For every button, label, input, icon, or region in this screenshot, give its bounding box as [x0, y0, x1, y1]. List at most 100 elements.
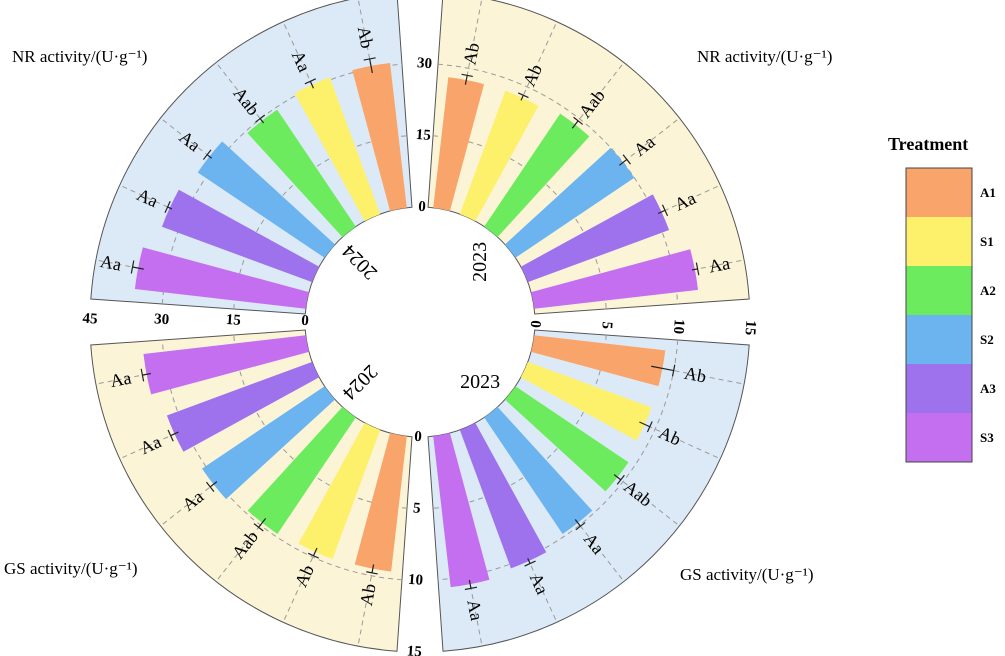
quadrant-nr-2023: AbAbAabAaAaAa01530452023 — [415, 0, 750, 315]
tick-label: 10 — [670, 318, 687, 334]
tick-label: 30 — [416, 55, 432, 72]
error-cap — [524, 560, 536, 567]
error-bar — [527, 558, 531, 564]
legend-label: S3 — [980, 430, 994, 445]
bar-S1 — [459, 90, 539, 222]
error-bar — [691, 268, 698, 271]
error-cap — [671, 364, 676, 377]
tick-label: 45 — [82, 311, 98, 328]
error-cap — [307, 552, 320, 559]
legend-label: S2 — [980, 332, 994, 347]
legend-swatch-S2 — [906, 315, 972, 364]
bar-A2 — [247, 406, 356, 534]
error-bar — [468, 579, 472, 589]
panel-title-nr-2023: NR activity/(U·g⁻¹) — [697, 47, 832, 66]
bar-A1 — [433, 77, 485, 211]
legend-swatch-A2 — [906, 266, 972, 315]
legend-label: A3 — [980, 381, 996, 396]
bar-A3 — [459, 422, 547, 569]
bar-A2 — [484, 113, 590, 238]
legend-swatch-A3 — [906, 364, 972, 413]
error-bar — [520, 94, 524, 101]
error-cap — [140, 368, 145, 382]
legend-label: S1 — [980, 234, 994, 249]
panel-title-nr-2024: NR activity/(U·g⁻¹) — [12, 47, 147, 66]
significance-label: Aa — [109, 367, 133, 391]
grid-arc — [161, 339, 403, 581]
tick-label: 15 — [406, 643, 422, 656]
bar-A1 — [352, 63, 407, 211]
grid-arc — [233, 135, 408, 310]
significance-label: Ab — [354, 25, 378, 50]
error-cap — [616, 474, 625, 485]
significance-label: Ab — [683, 363, 708, 387]
error-cap — [695, 262, 700, 276]
error-bar — [309, 81, 315, 89]
error-bar — [369, 58, 373, 74]
error-cap — [366, 571, 378, 575]
tick-label: 5 — [412, 500, 421, 516]
quadrant-background — [427, 0, 750, 315]
error-cap — [573, 116, 584, 125]
quadrant-background — [427, 329, 750, 652]
error-bar — [142, 372, 151, 376]
bar-S3 — [433, 433, 490, 588]
bar-A2 — [247, 109, 356, 238]
legend-border — [905, 167, 973, 463]
panel-title-gs-2024: GS activity/(U·g⁻¹) — [4, 559, 138, 578]
quadrant-background — [90, 0, 413, 315]
error-bar — [312, 547, 318, 557]
tick-label: 15 — [225, 312, 241, 329]
error-bar — [132, 266, 144, 270]
bar-S3 — [143, 335, 309, 395]
bar-S3 — [531, 249, 698, 309]
bar-S2 — [484, 406, 593, 534]
tick-label: 0 — [527, 320, 543, 329]
bar-S2 — [504, 147, 635, 258]
bar-S1 — [298, 422, 381, 559]
legend-swatch-S1 — [906, 217, 972, 266]
year-label: 2024 — [338, 360, 382, 404]
significance-label: Ab — [459, 41, 483, 66]
bar-A3 — [166, 361, 320, 452]
year-label: 2023 — [460, 371, 500, 393]
error-cap — [622, 154, 631, 165]
grid-arc — [437, 63, 679, 305]
bar-A1 — [354, 433, 407, 572]
grid-arc — [432, 135, 607, 310]
error-bar — [618, 158, 628, 166]
error-cap — [130, 260, 135, 274]
error-bar — [639, 421, 651, 428]
significance-label: Ab — [356, 582, 380, 607]
tick-label: 5 — [598, 321, 614, 330]
error-cap — [575, 522, 586, 531]
year-label: 2023 — [469, 242, 491, 282]
significance-label: Aa — [463, 598, 487, 622]
bar-S3 — [134, 247, 309, 309]
legend-title: Treatment — [888, 134, 968, 154]
error-bar — [464, 75, 468, 85]
error-bar — [259, 118, 265, 124]
error-cap — [661, 204, 669, 217]
error-cap — [461, 73, 473, 78]
error-cap — [255, 114, 266, 123]
error-bar — [170, 431, 179, 437]
error-cap — [304, 78, 317, 85]
legend-label: A2 — [980, 283, 996, 298]
tick-label: 10 — [407, 572, 423, 589]
tick-label: 0 — [301, 313, 310, 329]
grid-arc — [161, 63, 403, 305]
tick-label: 0 — [418, 199, 427, 215]
tick-label: 15 — [741, 320, 758, 336]
legend-label: A1 — [980, 185, 996, 200]
error-bar — [574, 519, 581, 527]
error-bar — [651, 365, 674, 372]
chart-quadrants: AbAaAabAaAaAa01530452024AbAbAabAaAaAa015… — [82, 0, 758, 656]
error-cap — [464, 586, 478, 591]
panel-title-gs-2023: GS activity/(U·g⁻¹) — [680, 565, 814, 584]
quadrant-background — [90, 329, 413, 652]
bar-A3 — [520, 194, 670, 283]
